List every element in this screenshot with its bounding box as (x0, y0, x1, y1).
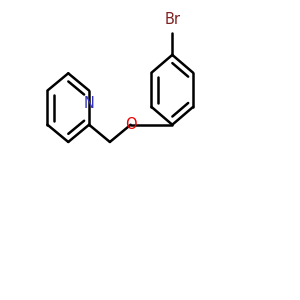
Text: Br: Br (164, 12, 180, 27)
Text: N: N (84, 96, 94, 111)
Text: O: O (125, 117, 136, 132)
